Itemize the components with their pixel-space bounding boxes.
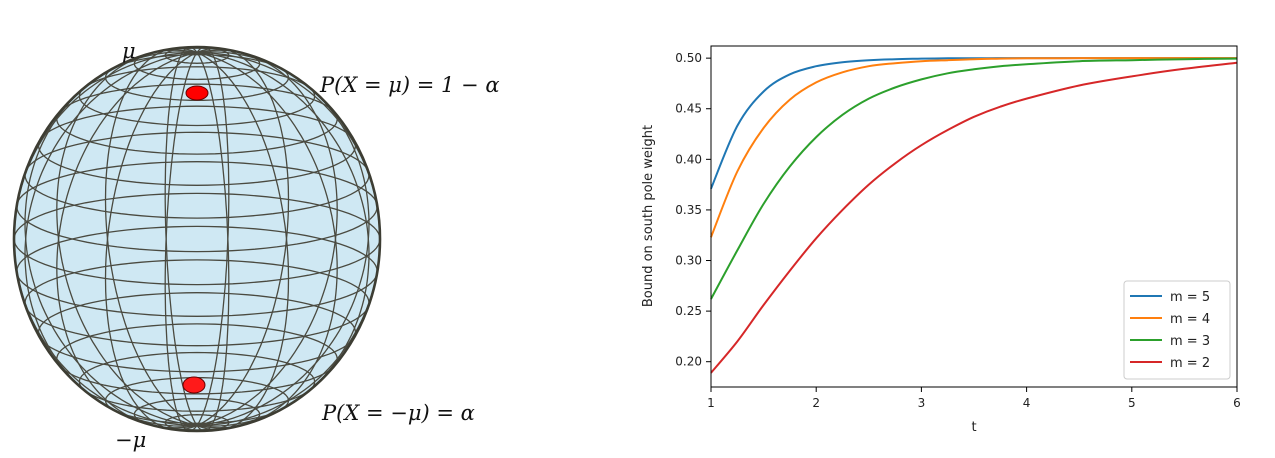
plot-frame (710, 45, 1238, 388)
south-pole-marker (182, 376, 206, 394)
sphere-panel: μ −μ P(X = μ) = 1 − α P(X = −μ) = α (12, 39, 500, 452)
y-axis-label: Bound on south pole weight (641, 125, 656, 307)
x-tick-label: 2 (812, 396, 820, 410)
y-tick-label: 0.35 (675, 203, 702, 217)
south-probability-label: P(X = −μ) = α (321, 401, 475, 425)
x-tick-label: 3 (918, 396, 926, 410)
south-pole-label: −μ (115, 428, 146, 452)
sphere-body (14, 47, 380, 431)
meridian-line (196, 47, 290, 427)
x-tick-label: 1 (707, 396, 715, 410)
y-tick-label: 0.40 (675, 152, 702, 166)
x-tick-label: 4 (1023, 396, 1031, 410)
series-line-m-2 (710, 61, 1238, 374)
meridian-line (196, 52, 230, 432)
y-axis-ticks: 0.20 0.25 0.30 0.35 0.40 0.45 0.50 (675, 51, 711, 369)
y-tick-label: 0.50 (675, 51, 702, 65)
x-tick-label: 5 (1128, 396, 1136, 410)
north-probability-label: P(X = μ) = 1 − α (319, 73, 500, 97)
sphere-outline (12, 45, 382, 433)
legend: m = 5 m = 4 m = 3 m = 2 (1123, 280, 1231, 380)
legend-box (1123, 280, 1231, 380)
series-lines (710, 57, 1238, 374)
x-tick-label: 6 (1233, 396, 1241, 410)
series-line-m-4 (710, 57, 1237, 238)
series-line-m-5 (710, 57, 1237, 190)
y-tick-label: 0.25 (675, 304, 702, 318)
meridian-line (104, 47, 198, 427)
meridian-line (164, 52, 198, 432)
north-pole-marker (185, 85, 209, 101)
x-axis-ticks: 1 2 3 4 5 6 (707, 387, 1241, 410)
meridian-line (104, 51, 198, 431)
series-line-m-3 (710, 57, 1238, 300)
y-tick-label: 0.30 (675, 254, 702, 268)
y-tick-label: 0.45 (675, 102, 702, 116)
line-chart: 1 2 3 4 5 6 0.20 0.25 0.30 0.35 0.40 0.45 0.50 t Bo… (641, 45, 1241, 435)
legend-entry: m = 2 (1170, 356, 1210, 371)
y-tick-label: 0.20 (675, 355, 702, 369)
meridian-line (196, 51, 290, 431)
x-axis-label: t (971, 420, 976, 435)
north-pole-label: μ (122, 39, 136, 63)
legend-entry: m = 4 (1170, 312, 1210, 327)
legend-entry: m = 5 (1170, 290, 1210, 305)
legend-entry: m = 3 (1170, 334, 1210, 349)
